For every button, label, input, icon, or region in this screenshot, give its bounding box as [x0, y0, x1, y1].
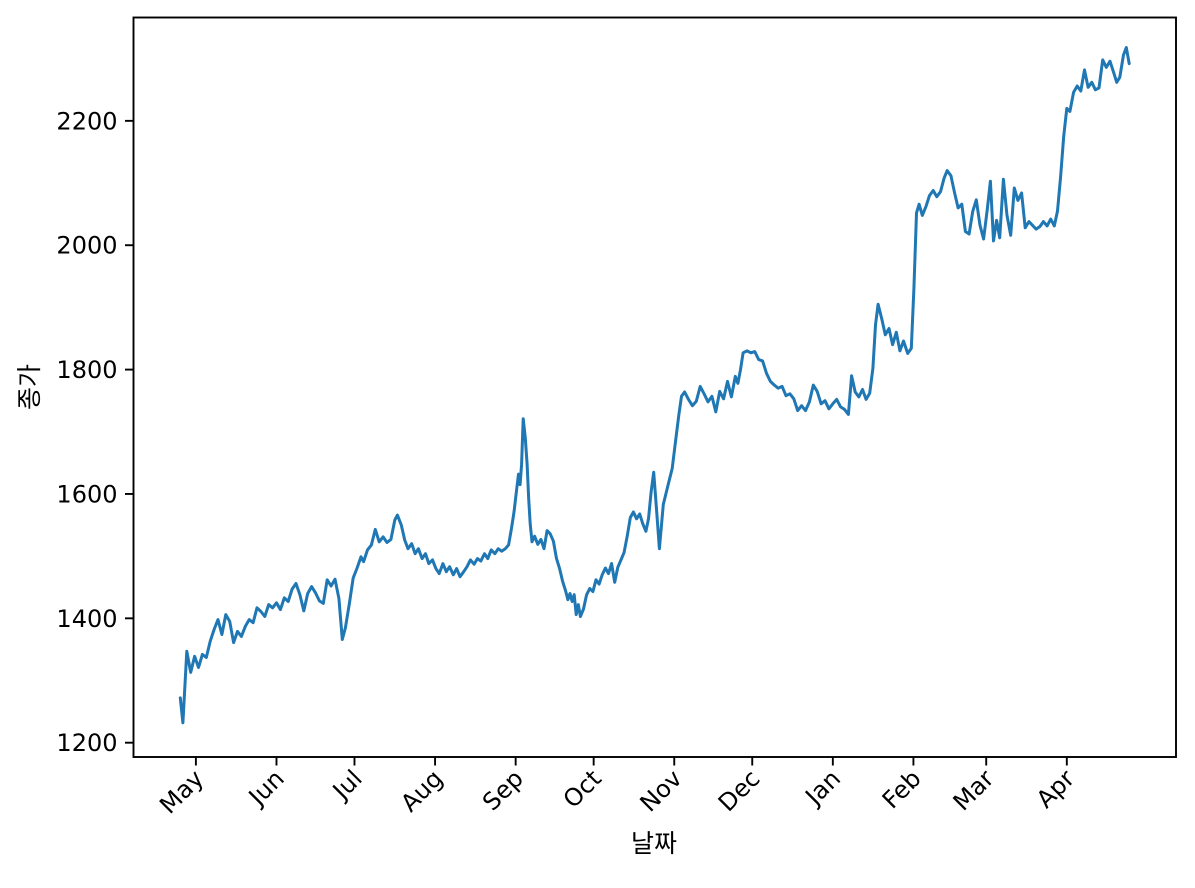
- y-tick-label: 1200: [56, 729, 117, 757]
- x-tick-label: Jul: [326, 764, 368, 806]
- x-axis-label: 날짜: [631, 829, 677, 858]
- x-tick-label: Feb: [877, 764, 927, 814]
- x-tick-label: Dec: [713, 764, 766, 817]
- y-tick-label: 2000: [56, 232, 117, 260]
- x-tick-label: Sep: [477, 764, 529, 816]
- y-axis-ticks: 1200 1400 1600 1800 2000 2200: [56, 107, 134, 757]
- x-tick-label: Jun: [242, 764, 290, 812]
- x-tick-label: Apr: [1031, 764, 1080, 813]
- y-tick-label: 1800: [56, 356, 117, 384]
- y-tick-label: 1400: [56, 605, 117, 633]
- x-tick-label: Jan: [799, 764, 846, 811]
- x-tick-label: Aug: [395, 764, 448, 817]
- x-tick-label: May: [154, 764, 209, 819]
- x-tick-label: Mar: [948, 764, 1000, 816]
- x-axis-ticks: May Jun Jul Aug Sep Oct Nov Dec Jan Feb Mar Apr: [154, 757, 1080, 819]
- x-tick-label: Nov: [635, 764, 688, 817]
- price-series: [178, 46, 1131, 725]
- y-axis-label: 종가: [15, 364, 44, 410]
- plot-frame: [132, 16, 1177, 758]
- y-tick-label: 2200: [56, 107, 117, 135]
- price-line: [178, 46, 1131, 725]
- x-tick-label: Oct: [558, 764, 607, 813]
- y-tick-label: 1600: [56, 480, 117, 508]
